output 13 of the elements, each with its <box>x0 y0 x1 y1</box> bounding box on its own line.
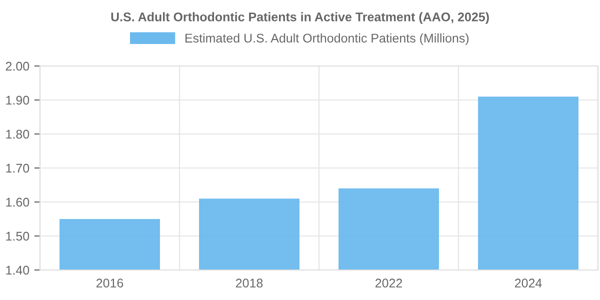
legend-label: Estimated U.S. Adult Orthodontic Patients (Millions) <box>185 33 469 46</box>
x-tick-label: 2016 <box>96 278 124 288</box>
y-tick-label: 1.40 <box>6 266 30 275</box>
x-tick-label: 2018 <box>236 278 263 288</box>
y-tick-label: 2.00 <box>6 62 30 71</box>
y-tick-label: 1.80 <box>6 130 30 139</box>
y-tick-label: 1.50 <box>6 232 30 241</box>
x-tick-label: 2022 <box>375 278 402 288</box>
chart-title: U.S. Adult Orthodontic Patients in Active Treatment (AAO, 2025) <box>111 12 489 24</box>
x-tick-label: 2024 <box>514 278 542 288</box>
y-tick-label: 1.90 <box>6 96 30 105</box>
y-tick-label: 1.60 <box>6 198 30 207</box>
y-tick-label: 1.70 <box>6 164 30 173</box>
